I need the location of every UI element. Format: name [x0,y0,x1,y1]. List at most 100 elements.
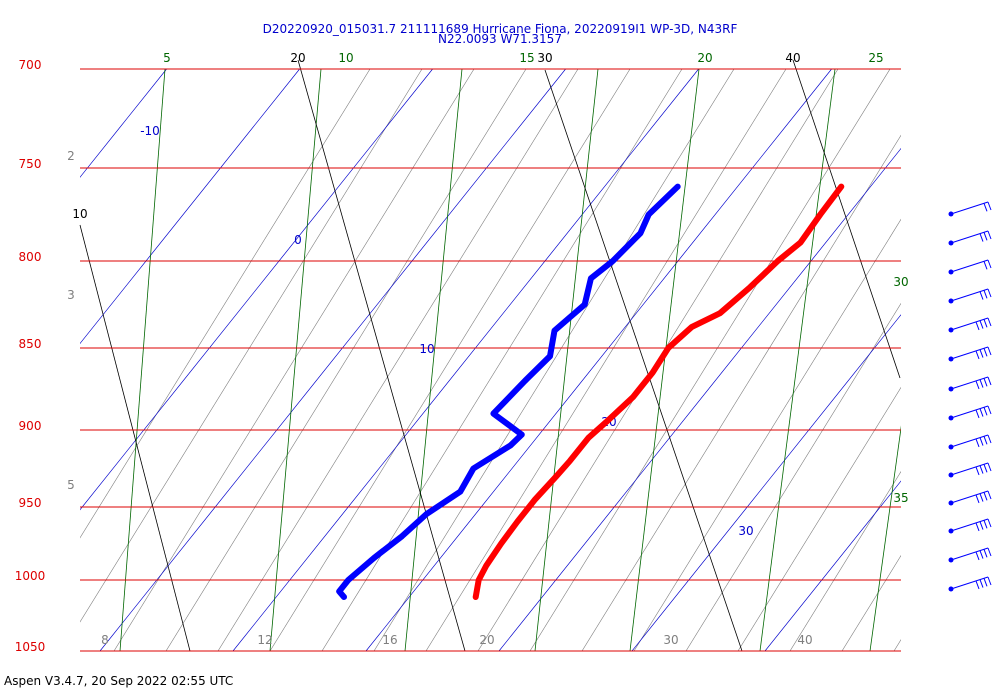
wind-barb-feather [979,521,984,530]
wind-barb-feather [983,464,988,473]
pressure-tick-label: 700 [19,58,42,72]
moist-adiabat-line [80,69,423,623]
wind-barb-feather [987,201,992,211]
moist-adiabat-line [737,386,901,651]
pressure-tick-label: 850 [19,337,42,351]
mixing-ratio-line [119,69,166,651]
pressure-tick-label: 1000 [15,569,46,583]
wind-barb-feather [975,409,980,419]
moist-adiabat-line [113,69,475,651]
isotherm-line [232,69,699,651]
moist-adiabat-line [165,69,527,651]
bottom-axis-label: 30 [663,633,678,647]
wind-barb-feather [983,203,988,212]
wind-barb-staff [950,288,989,302]
wind-barb-feather [987,376,992,386]
wind-barb-staff [950,317,989,331]
wind-barb-feather [983,549,988,558]
mixing-ratio-label: 5 [163,51,171,65]
pressure-tick-label: 900 [19,419,42,433]
wind-barb-feather [979,379,984,388]
wind-barb-staff [950,259,989,273]
wind-barb [948,376,992,392]
mixing-ratio-label: 15 [519,51,534,65]
wind-barb-staff [950,490,989,504]
wind-barb-staff [950,346,989,360]
temperature-trace [472,183,845,600]
wind-barb-staff [950,230,989,244]
bottom-axis-label: 12 [257,633,272,647]
wind-barb-feather [979,493,984,502]
wind-barb-feather [983,348,988,357]
wind-barb [948,317,992,333]
wind-barb [948,405,992,421]
isotherm-line [80,69,300,345]
isotherm-line [365,69,832,651]
wind-barb-feather [979,465,984,474]
isotherm-line [99,69,566,651]
wind-barb [948,462,992,478]
trace-layer [336,183,845,600]
wind-barb-staff [950,547,989,561]
isotherm-label: 0 [294,233,302,247]
dry-adiabat-line [792,59,901,379]
isotherm-label: -10 [140,124,160,138]
wind-barb-feather [979,408,984,417]
chart-title-line1: D20220920_015031.7 211111689 Hurricane F… [263,22,738,36]
isobar-layer [79,59,901,652]
wind-barb-staff [950,434,989,448]
pressure-tick-label: 1050 [15,640,46,654]
dewpoint-trace [336,183,681,600]
pressure-tick-label: 800 [19,250,42,264]
grid-layer [80,69,901,651]
dry-adiabat-line [544,69,743,652]
wind-barb-feather [979,550,984,559]
wind-barb-feather [975,321,980,331]
wind-barb-feather [983,378,988,387]
isotherm-label: 10 [419,342,434,356]
moist-adiabat-label: 5 [67,478,75,492]
wind-barb-feather [979,233,984,242]
wind-barb-feather [987,490,992,500]
moist-adiabat-label: 2 [67,149,75,163]
wind-barb-feather [983,578,988,587]
wind-barb-feather [983,407,988,416]
wind-barb-feather [983,261,988,270]
wind-barb [948,518,992,534]
wind-barb-staff [950,462,989,476]
mixing-ratio-label: 20 [697,51,712,65]
wind-barb-feather [979,579,984,588]
chart-title-line2: N22.0093 W71.3157 [438,32,562,46]
isotherm-line [498,147,901,651]
moist-adiabat-line [425,69,787,651]
wind-barb-feather [975,522,980,532]
isotherm-line [80,69,433,511]
wind-barb-feather [979,437,984,446]
wind-barb-feather [987,288,992,298]
wind-barb-feather [987,230,992,240]
moist-adiabat-label: 3 [67,288,75,302]
isotherm-label: 30 [738,524,753,538]
moist-adiabat-line [893,639,901,651]
bottom-axis-label: 40 [797,633,812,647]
pressure-tick-label: 950 [19,496,42,510]
wind-barb-feather [975,438,980,448]
mixing-ratio-line [534,69,599,651]
wind-barb-staff [950,405,989,419]
dry-adiabat-line [79,224,191,652]
isotherm-line [80,69,167,178]
wind-barb-staff [950,201,989,215]
mixing-ratio-label: 25 [868,51,883,65]
wind-barb-layer [948,201,992,592]
moist-adiabat-line [80,69,371,539]
moist-adiabat-line [321,69,683,651]
mixing-ratio-label: 10 [338,51,353,65]
wind-barb-feather [983,232,988,241]
wind-barb-feather [979,349,984,358]
bottom-axis-label: 8 [101,633,109,647]
wind-barb-feather [975,551,980,561]
wind-barb [948,230,992,246]
dry-adiabat-label: 10 [72,207,87,221]
wind-barb-feather [987,434,992,444]
